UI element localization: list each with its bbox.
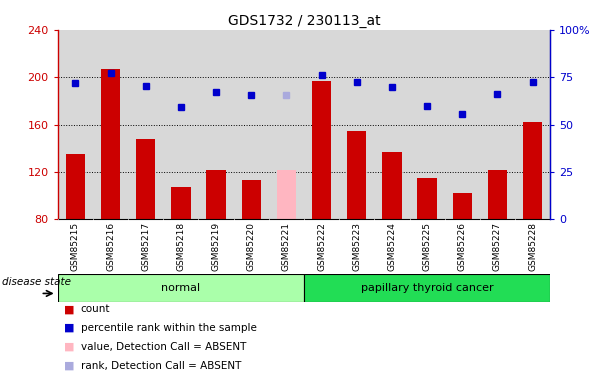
Text: percentile rank within the sample: percentile rank within the sample <box>81 323 257 333</box>
Text: GSM85221: GSM85221 <box>282 222 291 271</box>
Text: GSM85215: GSM85215 <box>71 222 80 271</box>
Text: ■: ■ <box>64 304 74 314</box>
Bar <box>206 170 226 219</box>
Bar <box>66 154 85 219</box>
Text: count: count <box>81 304 111 314</box>
Text: GSM85226: GSM85226 <box>458 222 467 271</box>
Bar <box>304 274 550 302</box>
Bar <box>312 81 331 219</box>
Bar <box>101 69 120 219</box>
Text: ■: ■ <box>64 361 74 370</box>
Text: rank, Detection Call = ABSENT: rank, Detection Call = ABSENT <box>81 361 241 370</box>
Bar <box>241 180 261 219</box>
Text: GSM85216: GSM85216 <box>106 222 115 271</box>
Bar <box>171 188 190 219</box>
Text: normal: normal <box>161 283 201 293</box>
Bar <box>488 170 507 219</box>
Text: GSM85224: GSM85224 <box>387 222 396 271</box>
Bar <box>452 194 472 219</box>
Bar <box>347 130 367 219</box>
Bar <box>382 152 402 219</box>
Bar <box>58 274 304 302</box>
Text: GSM85227: GSM85227 <box>493 222 502 271</box>
Text: GSM85218: GSM85218 <box>176 222 185 271</box>
Text: ■: ■ <box>64 323 74 333</box>
Text: disease state: disease state <box>2 277 71 286</box>
Text: papillary thyroid cancer: papillary thyroid cancer <box>361 283 494 293</box>
Bar <box>136 139 156 219</box>
Title: GDS1732 / 230113_at: GDS1732 / 230113_at <box>227 13 381 28</box>
Text: GSM85219: GSM85219 <box>212 222 221 271</box>
Text: GSM85225: GSM85225 <box>423 222 432 271</box>
Text: ■: ■ <box>64 342 74 352</box>
Bar <box>277 170 296 219</box>
Text: GSM85222: GSM85222 <box>317 222 326 271</box>
Text: GSM85217: GSM85217 <box>141 222 150 271</box>
Text: GSM85223: GSM85223 <box>352 222 361 271</box>
Text: GSM85228: GSM85228 <box>528 222 537 271</box>
Bar <box>523 122 542 219</box>
Bar <box>418 178 437 219</box>
Text: value, Detection Call = ABSENT: value, Detection Call = ABSENT <box>81 342 246 352</box>
Text: GSM85220: GSM85220 <box>247 222 256 271</box>
